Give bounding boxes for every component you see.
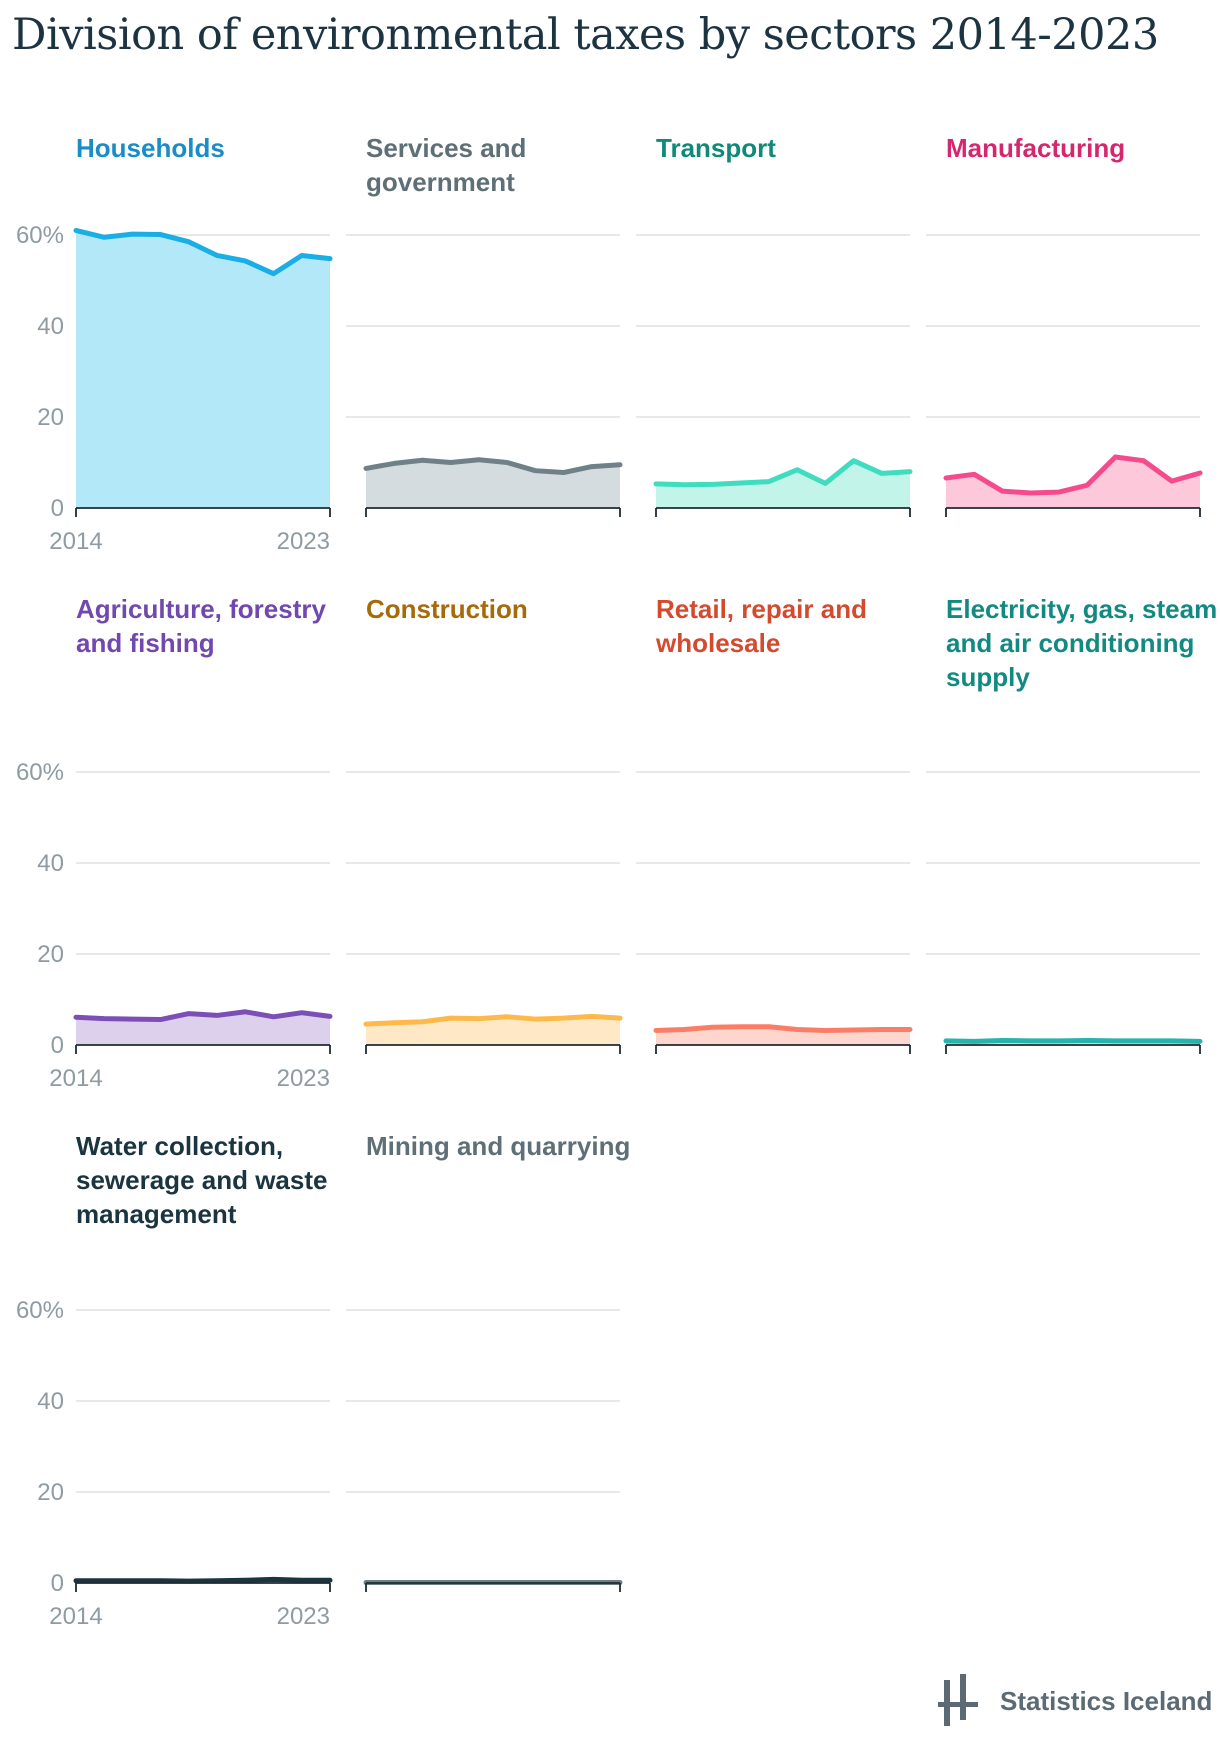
series-line — [943, 1037, 1203, 1044]
panel-title: Construction — [366, 594, 528, 624]
series-area — [366, 1016, 620, 1045]
y-tick-label: 0 — [51, 495, 64, 522]
y-tick-label: 0 — [51, 1570, 64, 1597]
x-tick-label: 2014 — [49, 1603, 102, 1630]
x-tick-label: 2023 — [277, 1603, 330, 1630]
brand: Statistics Iceland — [938, 1672, 1212, 1732]
panel-title: Services and government — [366, 133, 527, 197]
series-area — [656, 460, 910, 508]
x-tick-label: 2014 — [49, 528, 102, 555]
y-tick-label: 40 — [37, 850, 64, 877]
y-tick-label: 0 — [51, 1032, 64, 1059]
series-line — [653, 1024, 913, 1033]
series-line — [653, 458, 913, 488]
series-line — [943, 454, 1203, 496]
series-line — [73, 1576, 333, 1584]
y-tick-label: 60% — [16, 1297, 64, 1324]
y-tick-label: 20 — [37, 941, 64, 968]
series-line — [363, 1013, 623, 1027]
series-area — [76, 230, 330, 508]
panel-title: Electricity, gas, steam and air conditio… — [946, 594, 1218, 692]
series-area — [366, 459, 620, 508]
panel-title: Agriculture, forestry and fishing — [76, 594, 326, 658]
series-line — [363, 457, 623, 476]
series-line — [73, 227, 333, 277]
brand-name: Statistics Iceland — [1000, 1686, 1213, 1716]
x-tick-label: 2023 — [277, 1065, 330, 1092]
y-tick-label: 60% — [16, 759, 64, 786]
panel-title: Transport — [656, 133, 776, 163]
x-tick-label: 2023 — [277, 528, 330, 555]
y-tick-label: 40 — [37, 313, 64, 340]
y-tick-label: 40 — [37, 1388, 64, 1415]
series-line — [73, 1009, 333, 1023]
series-area — [946, 457, 1200, 508]
y-tick-label: 20 — [37, 404, 64, 431]
panel-title: Water collection, sewerage and waste man… — [76, 1131, 328, 1229]
panel-title: Mining and quarrying — [366, 1131, 631, 1161]
y-tick-label: 20 — [37, 1479, 64, 1506]
panel-title: Retail, repair and wholesale — [656, 594, 867, 658]
statistics-iceland-logo-icon — [938, 1674, 978, 1726]
y-tick-label: 60% — [16, 222, 64, 249]
panel-title: Households — [76, 133, 225, 163]
x-tick-label: 2014 — [49, 1065, 102, 1092]
panel-title: Manufacturing — [946, 133, 1126, 163]
chart-title: Division of environmental taxes by secto… — [12, 10, 1159, 60]
